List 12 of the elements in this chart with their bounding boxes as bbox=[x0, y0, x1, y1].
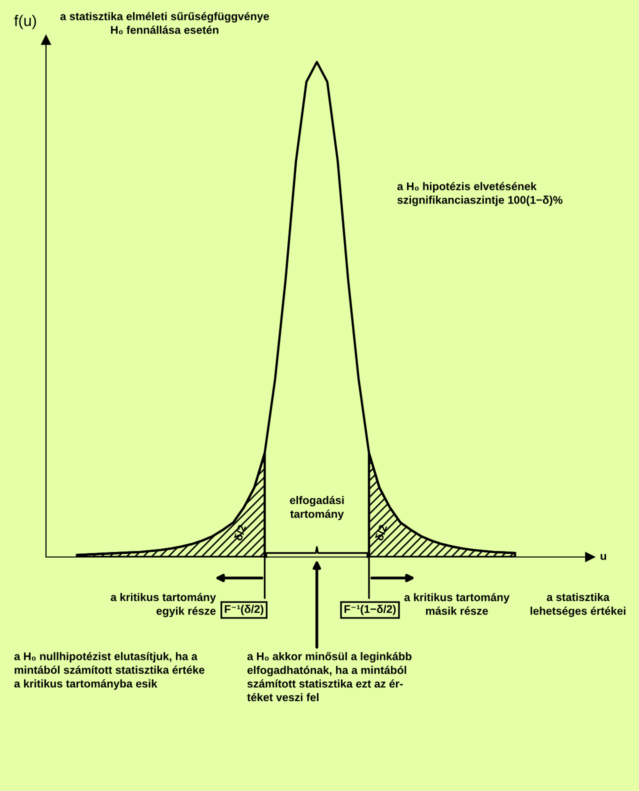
text: F⁻¹(1−δ/2) bbox=[344, 604, 396, 616]
text: a H₀ nullhipotézist elutasítjuk, ha a mintából számított statisztika értéke a kritikus tartományba esik bbox=[14, 652, 204, 690]
y-axis-title: f(u) bbox=[14, 14, 36, 30]
annotation: elfogadási tartomány bbox=[290, 496, 344, 520]
text: a statisztika elméleti sűrűségfüggvénye H₀ fennállása esetén bbox=[60, 12, 269, 34]
text: a kritikus tartomány egyik része bbox=[110, 592, 216, 618]
annotation: a H₀ hipotézis elvetésének szignifikanciaszintje 100(1−δ)% bbox=[397, 182, 562, 206]
text: u bbox=[600, 554, 606, 560]
text: a H₀ akkor minősül a leginkább elfogadhatónak, ha a mintából számított statisztika ezt az ér- téket veszi fel bbox=[247, 652, 412, 702]
text: a statisztika lehetséges értékei bbox=[530, 592, 626, 618]
text: F⁻¹(δ/2) bbox=[224, 604, 264, 616]
text: a kritikus tartomány másik része bbox=[404, 592, 510, 615]
